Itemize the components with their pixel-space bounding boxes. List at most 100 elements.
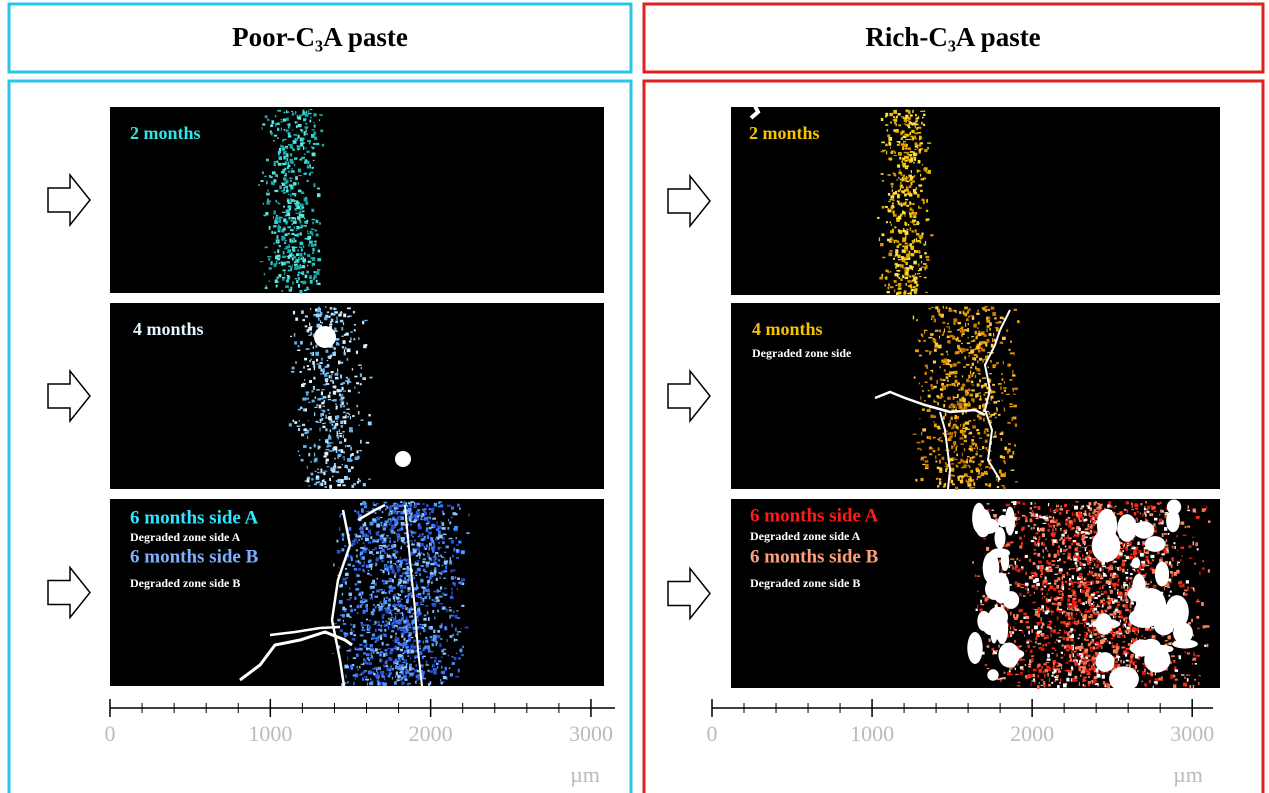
speckle	[1168, 578, 1172, 582]
speckle	[973, 323, 977, 328]
speckle	[286, 199, 290, 203]
speckle	[1086, 622, 1090, 625]
speckle	[385, 672, 387, 676]
speckle	[416, 560, 420, 562]
speckle	[943, 328, 945, 333]
speckle	[379, 555, 383, 560]
speckle	[286, 111, 290, 113]
speckle	[1014, 568, 1018, 571]
speckle	[335, 341, 339, 346]
speckle	[335, 471, 340, 474]
speckle	[342, 416, 346, 419]
speckle	[411, 615, 413, 618]
speckle	[428, 617, 430, 621]
speckle	[330, 371, 334, 374]
speckle	[399, 643, 403, 647]
speckle	[258, 184, 260, 186]
speckle	[963, 312, 965, 315]
speckle	[313, 122, 315, 124]
speckle	[1060, 651, 1063, 654]
speckle	[934, 342, 939, 347]
speckle	[963, 406, 966, 409]
speckle	[306, 465, 308, 469]
speckle	[970, 340, 975, 342]
speckle	[291, 371, 295, 373]
speckle	[408, 636, 411, 639]
speckle	[387, 647, 390, 649]
speckle	[394, 603, 396, 606]
speckle	[370, 563, 374, 565]
speckle	[366, 631, 371, 634]
speckle	[333, 307, 336, 311]
speckle	[919, 234, 924, 239]
speckle	[1021, 659, 1026, 661]
speckle	[408, 577, 411, 580]
speckle	[1187, 586, 1190, 591]
speckle	[1058, 670, 1060, 674]
speckle	[311, 232, 314, 236]
speckle	[1079, 649, 1082, 651]
speckle	[315, 308, 318, 312]
speckle	[973, 354, 978, 356]
speckle	[396, 625, 398, 628]
speckle	[981, 385, 984, 389]
speckle	[319, 361, 323, 364]
speckle	[338, 393, 342, 397]
speckle	[404, 630, 409, 633]
speckle	[352, 624, 356, 629]
speckle	[364, 319, 368, 322]
speckle	[405, 662, 408, 664]
speckle	[1047, 667, 1051, 671]
speckle	[1120, 597, 1122, 601]
speckle	[898, 124, 902, 127]
speckle	[406, 513, 409, 516]
speckle	[909, 202, 913, 205]
speckle	[1134, 631, 1136, 635]
speckle	[1082, 665, 1086, 668]
speckle	[955, 339, 958, 342]
speckle	[1002, 677, 1006, 680]
arrow	[47, 172, 91, 228]
speckle	[337, 466, 342, 469]
speckle	[389, 564, 393, 568]
speckle	[1041, 633, 1045, 637]
speckle	[902, 210, 905, 214]
speckle	[283, 261, 286, 266]
speckle	[389, 589, 393, 593]
speckle	[975, 443, 978, 447]
speckle	[1189, 685, 1192, 689]
speckle	[1088, 545, 1092, 547]
speckle	[944, 462, 947, 465]
speckle	[293, 199, 296, 202]
speckle	[405, 669, 409, 673]
speckle	[1008, 348, 1011, 351]
speckle	[361, 623, 364, 626]
speckle	[308, 327, 312, 331]
speckle	[344, 664, 348, 669]
speckle	[370, 652, 372, 656]
speckle	[923, 113, 926, 117]
speckle	[280, 121, 283, 123]
speckle	[1140, 520, 1143, 523]
speckle	[912, 215, 914, 218]
speckle	[361, 509, 364, 513]
speckle	[914, 132, 919, 135]
speckle	[1010, 633, 1013, 635]
speckle	[967, 480, 969, 485]
speckle	[943, 363, 945, 365]
speckle	[366, 625, 369, 630]
speckle	[340, 513, 344, 515]
speckle	[938, 478, 942, 481]
speckle	[1065, 518, 1068, 521]
speckle	[337, 455, 339, 459]
speckle	[280, 229, 285, 233]
speckle	[1164, 516, 1169, 518]
speckle	[342, 456, 345, 458]
speckle	[289, 144, 293, 148]
speckle	[299, 226, 303, 229]
speckle	[414, 515, 417, 520]
speckle	[961, 326, 964, 331]
speckle	[415, 593, 419, 598]
speckle	[919, 237, 922, 240]
speckle	[925, 349, 929, 352]
